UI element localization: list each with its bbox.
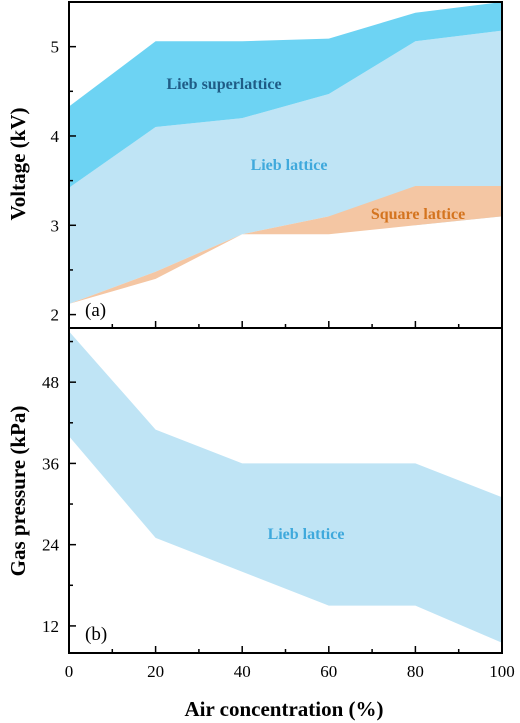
x-tick-label: 0: [65, 662, 74, 681]
x-tick-label: 60: [320, 662, 337, 681]
panel-tag-b: (b): [85, 624, 107, 645]
region-label-lieb-superlattice: Lieb superlattice: [166, 76, 281, 93]
x-tick-label: 100: [489, 662, 515, 681]
region-label-square-lattice: Square lattice: [371, 206, 465, 223]
panel-b-areas: [69, 331, 502, 643]
panel-tag-a: (a): [85, 300, 106, 321]
panel-b-gas-pressure: 12 24 36 48 0 20 40 60 80 100 Lieb lattice (b) Ga…: [6, 331, 515, 721]
y-tick-label: 48: [42, 373, 59, 392]
panel-a-voltage: 2 3 4 5 Lieb superlattice Lieb lattice Squa…: [6, 1, 503, 328]
y-axis-title-voltage: Voltage (kV): [6, 108, 30, 221]
x-tick-label: 40: [234, 662, 251, 681]
band-lieb-superlattice-0: [69, 2, 502, 188]
y-axis-title-gas-pressure: Gas pressure (kPa): [6, 406, 30, 577]
y-tick-label: 36: [42, 454, 59, 473]
band-square-lattice-0: [69, 186, 502, 304]
band-lieb-lattice-1: [69, 331, 502, 643]
x-tick-label: 20: [147, 662, 164, 681]
y-tick-label: 5: [51, 38, 60, 57]
region-label-lieb-lattice: Lieb lattice: [251, 157, 328, 174]
y-tick-label: 12: [42, 617, 59, 636]
x-axis-title: Air concentration (%): [184, 697, 383, 721]
y-tick-label: 3: [51, 216, 60, 235]
y-tick-label: 2: [51, 306, 60, 325]
band-lieb-lattice-0: [69, 30, 502, 304]
y-tick-label: 4: [51, 127, 60, 146]
x-tick-label: 80: [407, 662, 424, 681]
panel-a-areas: [69, 2, 502, 304]
y-tick-label: 24: [42, 536, 60, 555]
region-label-lieb-lattice-b: Lieb lattice: [268, 526, 345, 543]
